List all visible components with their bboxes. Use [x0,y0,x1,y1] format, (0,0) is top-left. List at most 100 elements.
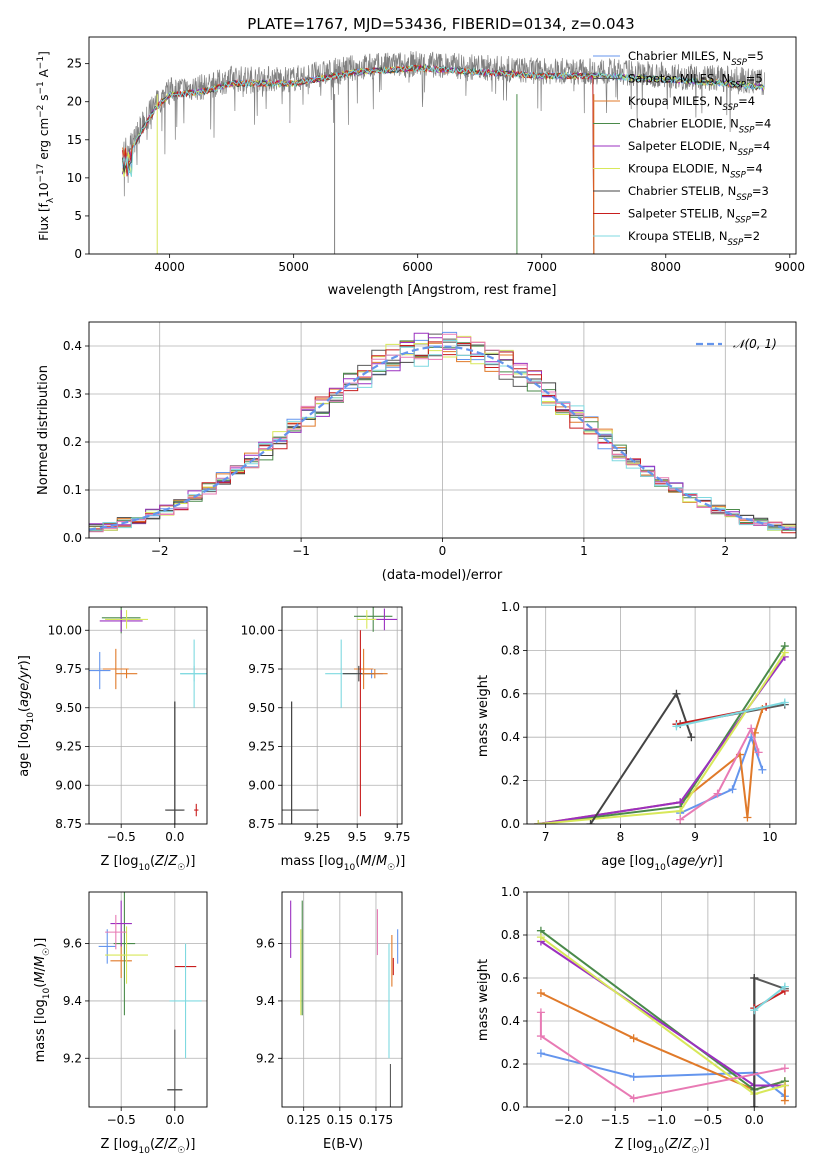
legend-entry: Kroupa STELIB, NSSP=2 [628,229,760,248]
axes-frame [88,891,208,1108]
panel-weight_vs_Z: −2.0 −1.5 −1.0 −0.5 0.0 0.0 0.2 0.4 0.6 0.8 1.0 Z [… [476,885,797,1156]
legend-sub: SSP [730,81,746,91]
weight-marker [780,1064,789,1073]
x-tick-label: 4000 [154,260,185,274]
x-tick-label: 7000 [526,260,557,274]
legend-entry: Kroupa MILES, NSSP=4 [628,94,755,113]
label-part: −17 [36,164,46,183]
legend-nssp: =2 [743,229,760,243]
legend-entry: Salpeter STELIB, NSSP=2 [628,207,768,226]
label-part: 10 [138,863,150,873]
label-part: Flux [f [37,202,51,240]
axes-frame [526,606,797,825]
weight-marker [743,813,752,822]
label-part: M [376,854,387,869]
label-part: Z [154,854,165,869]
label-part: age/yr [671,854,714,869]
x-tick-label: 9.25 [304,830,331,844]
label-part: 10 [37,183,51,198]
plot-area [122,51,766,254]
label-part: Z [log [615,1137,653,1152]
weight-marker [713,789,722,798]
legend-name: Chabrier ELODIE, N [628,117,739,131]
y-tick-label: 0 [74,247,82,261]
y-tick-label: 9.2 [63,1051,82,1065]
panel-spectrum: 4000 5000 6000 7000 8000 9000 0 5 10 15 20 25 wavele… [36,36,806,298]
y-tick-label: 9.75 [55,662,82,676]
legend-nssp: =4 [754,117,771,131]
weight-marker [780,698,789,707]
legend-nssp: =4 [753,139,770,153]
x-tick-label: 0.15 [326,1113,353,1127]
label-part: / [678,1137,683,1152]
label-part: Z [154,1137,165,1152]
label-part: )] [185,854,195,869]
x-axis-label: E(B-V) [323,1137,363,1152]
label-part: 10 [344,863,356,873]
y-tick-label: 9.4 [63,994,82,1008]
label-part: ( [355,854,360,869]
label-part: )] [699,1137,709,1152]
x-tick-label: −1.0 [647,1113,676,1127]
label-part: ☉ [42,948,52,956]
legend-nssp: =4 [746,162,763,176]
label-part: ( [33,983,48,988]
x-tick-label: 1 [580,544,588,558]
plot-area [282,607,398,824]
legend-entry: Chabrier STELIB, NSSP=3 [628,184,769,203]
legend-sub: SSP [736,193,752,203]
label-part: ] [37,51,51,56]
x-axis-label: mass [log10(M/M☉)] [281,854,406,873]
weight-marker [676,815,685,824]
y-axis-label: mass weight [476,675,491,757]
weight-marker [536,1008,545,1017]
weight-marker [629,1034,638,1043]
y-tick-label: 0.4 [501,730,520,744]
weight-marker [629,1072,638,1081]
y-tick-label: 9.75 [248,662,275,676]
label-part: / [164,854,169,869]
y-tick-label: 0.6 [501,687,520,701]
label-part: −1 [36,81,46,94]
x-tick-label: −0.5 [693,1113,722,1127]
x-tick-label: 10 [762,830,777,844]
label-part: −2 [36,105,46,118]
x-tick-label: 0 [439,544,447,558]
y-axis-label: Normed distribution [36,365,51,495]
label-part: Z [681,1137,692,1152]
weight-series [538,656,786,824]
y-tick-label: 9.2 [256,1051,275,1065]
x-tick-label: 0.0 [165,830,184,844]
x-tick-label: 0.175 [359,1113,393,1127]
weight-series [753,985,786,1012]
x-tick-label: 9.75 [384,830,411,844]
legend-nssp: =4 [738,94,755,108]
axes-frame [526,891,797,1108]
y-tick-label: 9.6 [63,937,82,951]
y-tick-label: 9.25 [248,740,275,754]
label-part: ( [664,1137,669,1152]
y-tick-label: 0.8 [501,928,520,942]
weight-series [538,652,786,824]
weight-marker [728,785,737,794]
x-tick-label: 9000 [775,260,806,274]
label-part: age [log [601,854,654,869]
label-part: M [360,854,371,869]
label-part: mass [log [33,999,48,1062]
weight-marker [750,974,759,982]
y-tick-label: 10.00 [241,623,275,637]
weight-marker [536,989,545,998]
legend-name: Salpeter STELIB, N [628,207,735,221]
label-part: ( [150,1137,155,1152]
label-part: )] [395,854,405,869]
y-tick-label: 25 [67,57,82,71]
weight-marker [536,933,545,942]
legend-name: Chabrier MILES, N [628,49,731,63]
x-axis-label: Z [log10(Z/Z☉)] [101,854,196,873]
y-tick-label: 10.00 [48,623,82,637]
y-axis-label: age [log10(age/yr)] [17,655,36,777]
y-tick-label: 0.0 [63,531,82,545]
weight-marker [687,733,696,742]
label-part: age/yr [17,664,32,707]
